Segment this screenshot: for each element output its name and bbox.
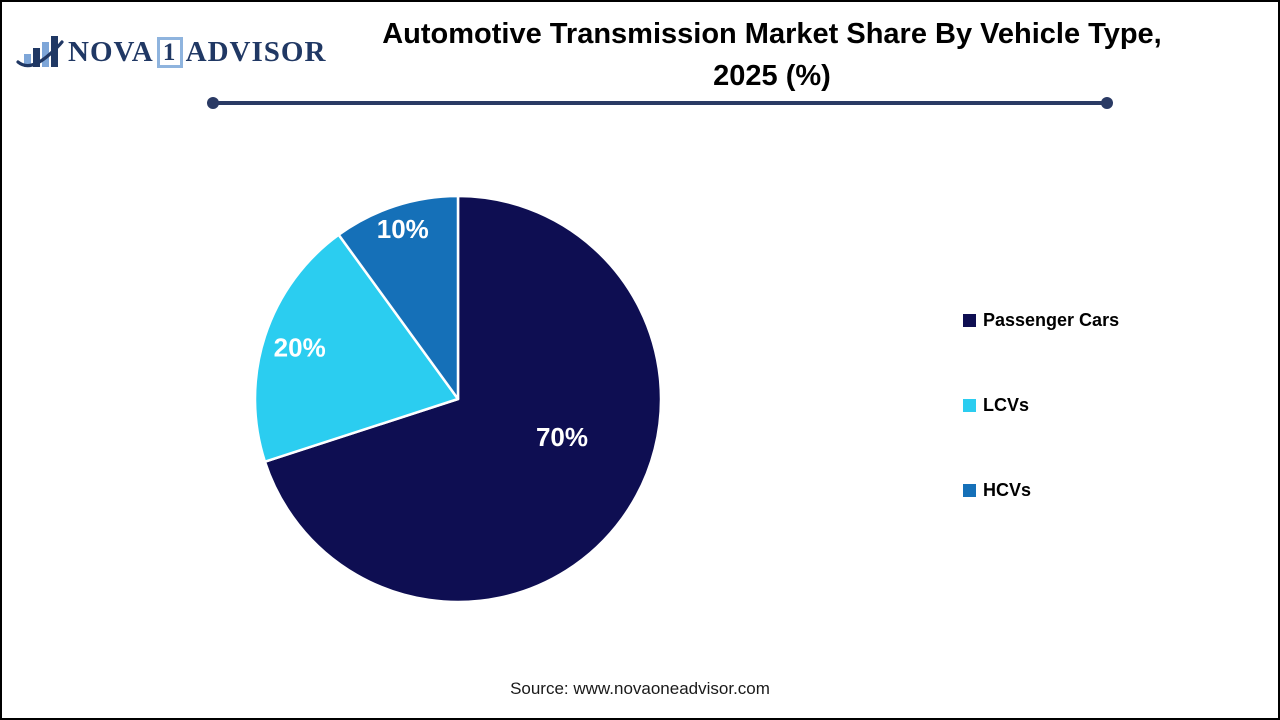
brand-text: NOVA 1 ADVISOR — [68, 35, 327, 68]
chart-legend: Passenger Cars LCVs HCVs — [963, 308, 1119, 503]
divider-dot-left — [207, 97, 219, 109]
title-divider-line — [213, 101, 1107, 105]
pie-chart: 70% 20% 10% — [252, 192, 664, 606]
source-text: Source: www.novaoneadvisor.com — [510, 679, 770, 698]
legend-label: LCVs — [983, 395, 1030, 415]
legend-swatch-hcvs — [963, 484, 976, 497]
legend-item-hcvs: HCVs — [963, 478, 1119, 503]
pie-slice-label: 10% — [377, 214, 429, 244]
divider-dot-right — [1101, 97, 1113, 109]
brand-part1: NOVA — [68, 35, 154, 68]
pie-slice-label: 20% — [274, 333, 326, 363]
brand-number-box: 1 — [156, 36, 183, 68]
pie-slice-passenger-cars — [263, 194, 663, 604]
page-title-line2: 2025 (%) — [713, 60, 831, 92]
pie-slice-lcvs — [253, 233, 460, 463]
legend-swatch-lcvs — [963, 399, 976, 412]
legend-item-passenger-cars: Passenger Cars — [963, 308, 1119, 333]
pie-chart-svg: 70% 20% 10% — [253, 194, 663, 604]
brand-part2: ADVISOR — [185, 35, 327, 68]
brand-logo: NOVA 1 ADVISOR — [16, 32, 326, 72]
pie-slice-label: 70% — [536, 422, 588, 452]
page-title: Automotive Transmission Market Share By … — [282, 13, 1262, 97]
legend-swatch-passenger-cars — [963, 314, 976, 327]
page-title-line1: Automotive Transmission Market Share By … — [382, 18, 1162, 50]
legend-item-lcvs: LCVs — [963, 393, 1119, 418]
legend-label: HCVs — [983, 480, 1032, 500]
legend-label: Passenger Cars — [983, 310, 1120, 330]
bar-chart-swoosh-icon — [16, 36, 64, 68]
pie-slice-hcvs — [337, 194, 460, 401]
